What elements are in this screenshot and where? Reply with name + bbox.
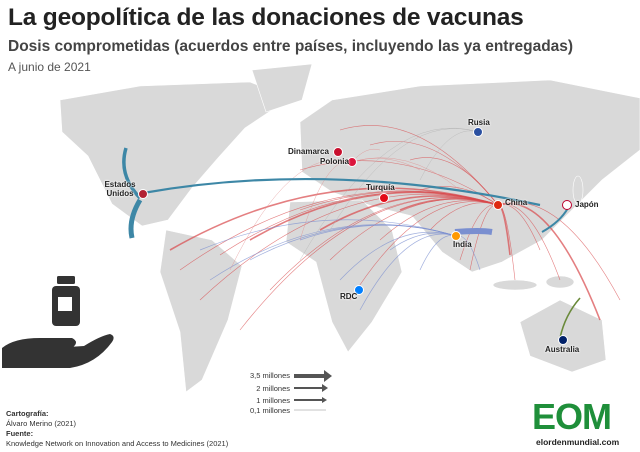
country-label: Estados Unidos [104,180,136,198]
legend-arrows [294,370,332,411]
flow [329,128,479,231]
landmasses [59,63,640,393]
main-arrows [122,147,581,339]
flows [169,125,621,331]
credit: Álvaro Merino (2021) [6,419,77,428]
date: A junio de 2021 [8,60,91,74]
country-label: Australia [545,345,580,354]
credit-label: Cartografía: [6,409,49,418]
legend-label: 2 millones [256,384,290,393]
country-label: Japón [575,200,599,209]
title: La geopolítica de las donaciones de vacu… [8,4,524,31]
country-label: China [505,198,528,207]
legend-label: 3,5 millones [249,371,290,380]
subtitle: Dosis comprometidas (acuerdos entre país… [8,38,574,55]
legend-label: 1 millones [256,396,290,405]
flow [299,161,353,241]
flags [138,127,572,345]
flow [269,197,499,291]
flow [409,157,499,206]
flow [199,219,457,251]
flow [359,233,457,311]
country-label: Turquía [366,183,395,192]
flow [249,191,499,241]
logo: EOM [532,396,612,437]
country-label: Polonia [320,157,349,166]
flow [369,141,499,206]
country-label: Dinamarca [288,147,329,156]
credit: Knowledge Network on Innovation and Acce… [6,439,229,448]
logo-site: elordenmundial.com [536,437,620,447]
country-label: Rusia [468,118,490,127]
country-label: RDC [340,292,358,301]
vaccine-icon [2,276,114,368]
flow [209,224,457,281]
flow [497,202,601,321]
flow [351,157,461,191]
flow [419,130,479,181]
flow [349,201,499,301]
flow [299,160,499,206]
legend-label: 0,1 millones [249,406,290,415]
flow [299,127,479,261]
credit-label: Fuente: [6,429,34,438]
country-label: India [453,240,472,249]
